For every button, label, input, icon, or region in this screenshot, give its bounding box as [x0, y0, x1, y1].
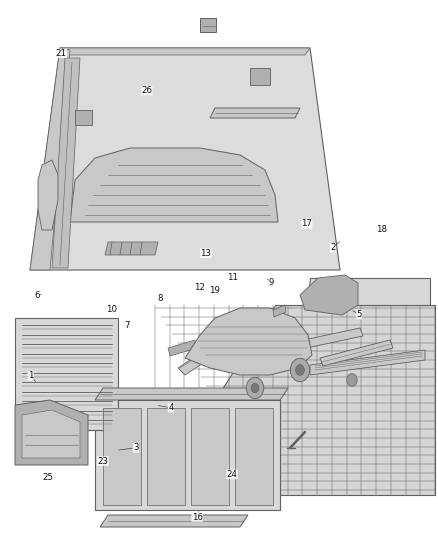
Text: 12: 12: [194, 284, 205, 292]
Polygon shape: [52, 58, 80, 268]
Polygon shape: [15, 400, 88, 465]
Polygon shape: [147, 408, 185, 505]
Circle shape: [296, 365, 304, 375]
Text: 6: 6: [35, 292, 40, 300]
Polygon shape: [103, 408, 141, 505]
Text: 5: 5: [357, 310, 362, 319]
Text: 7: 7: [124, 321, 130, 329]
Polygon shape: [300, 275, 358, 315]
Polygon shape: [185, 308, 312, 375]
Polygon shape: [320, 340, 393, 366]
Polygon shape: [95, 388, 288, 400]
Polygon shape: [273, 305, 286, 317]
Text: 3: 3: [133, 443, 138, 452]
Polygon shape: [95, 400, 280, 510]
Polygon shape: [15, 318, 118, 430]
Polygon shape: [22, 410, 80, 458]
Polygon shape: [235, 408, 273, 505]
Polygon shape: [178, 310, 272, 375]
Text: 9: 9: [269, 278, 274, 287]
Circle shape: [347, 374, 357, 386]
Polygon shape: [100, 515, 248, 527]
Polygon shape: [250, 68, 270, 85]
Text: 25: 25: [42, 473, 54, 481]
Text: 10: 10: [106, 305, 117, 313]
Circle shape: [251, 383, 259, 393]
Polygon shape: [60, 48, 310, 55]
Text: 2: 2: [330, 244, 336, 252]
Text: 24: 24: [226, 470, 238, 479]
Text: 8: 8: [157, 294, 162, 303]
Polygon shape: [30, 48, 70, 270]
Polygon shape: [105, 242, 158, 255]
Text: 21: 21: [56, 49, 67, 58]
Polygon shape: [30, 48, 340, 270]
Text: 26: 26: [141, 86, 152, 95]
Polygon shape: [200, 18, 216, 32]
Text: 4: 4: [168, 403, 173, 412]
Circle shape: [290, 358, 310, 382]
Text: 13: 13: [200, 249, 212, 257]
Polygon shape: [168, 340, 197, 356]
Text: 16: 16: [191, 513, 203, 521]
Polygon shape: [191, 408, 229, 505]
Text: 23: 23: [97, 457, 109, 465]
Polygon shape: [280, 328, 363, 353]
Text: 1: 1: [28, 372, 33, 380]
Polygon shape: [295, 278, 430, 415]
Polygon shape: [310, 350, 425, 375]
Text: 11: 11: [226, 273, 238, 281]
Text: 17: 17: [301, 220, 312, 228]
Polygon shape: [38, 160, 58, 230]
Text: 18: 18: [375, 225, 387, 233]
Polygon shape: [155, 305, 435, 495]
Polygon shape: [70, 148, 278, 222]
Circle shape: [246, 377, 264, 399]
Polygon shape: [75, 110, 92, 125]
Text: 19: 19: [209, 286, 220, 295]
Polygon shape: [210, 108, 300, 118]
